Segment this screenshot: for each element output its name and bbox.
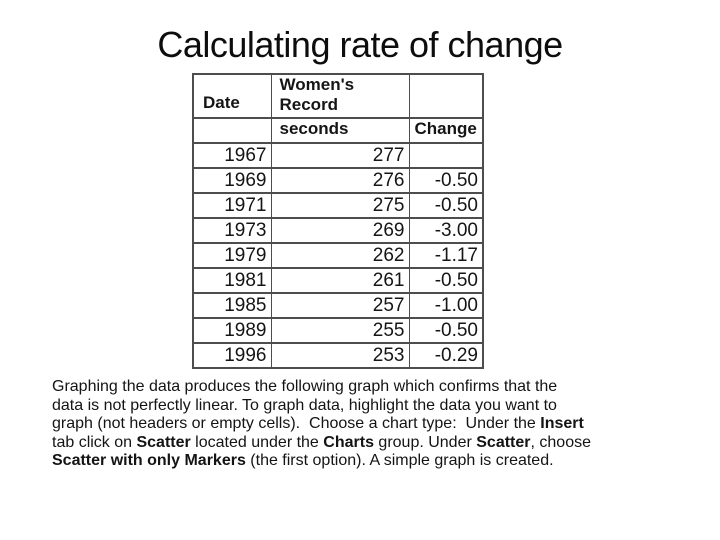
paragraph-line: graph (not headers or empty cells). Choo… xyxy=(52,415,692,434)
header-cell-change: Change xyxy=(408,117,484,144)
cell-seconds: 262 xyxy=(270,242,410,269)
cell-change: -0.50 xyxy=(408,192,484,219)
cell-seconds: 257 xyxy=(270,292,410,319)
text: data is not perfectly linear. To graph d… xyxy=(52,396,557,414)
table-row: 1973 269 -3.00 xyxy=(192,217,484,244)
cell-change: -0.50 xyxy=(408,317,484,344)
table-row: 1989 255 -0.50 xyxy=(192,317,484,344)
header-record-line1: Women's xyxy=(279,75,355,94)
bold-text: Insert xyxy=(540,415,584,432)
table-row: 1996 253 -0.29 xyxy=(192,342,484,369)
text: graph (not headers or empty cells). Choo… xyxy=(52,415,541,432)
cell-change: -0.29 xyxy=(408,342,484,369)
table-row: 1967 277 xyxy=(192,142,484,169)
paragraph-line: Scatter with only Markers (the first opt… xyxy=(52,452,692,471)
table-row: 1985 257 -1.00 xyxy=(192,292,484,319)
text: (the first option). A simple graph is cr… xyxy=(245,452,554,469)
cell-change: -0.50 xyxy=(408,267,484,294)
text: , choose xyxy=(530,433,591,451)
table-row: 1969 276 -0.50 xyxy=(192,167,484,194)
cell-change: -1.00 xyxy=(408,292,484,319)
table-header-row-1: Date Women's Record xyxy=(192,73,484,119)
table-header-row-2: seconds Change xyxy=(192,117,484,144)
bold-text: Scatter with only Markers xyxy=(52,452,246,469)
cell-seconds: 255 xyxy=(270,317,410,344)
header-cell-empty-1 xyxy=(408,73,484,119)
cell-seconds: 275 xyxy=(270,192,410,219)
header-cell-empty-2 xyxy=(192,117,272,144)
table-row: 1981 261 -0.50 xyxy=(192,267,484,294)
text: Graphing the data produces the following… xyxy=(52,378,558,395)
cell-change: -0.50 xyxy=(408,167,484,194)
cell-date: 1969 xyxy=(192,167,272,194)
text: group. Under xyxy=(373,433,477,451)
cell-date: 1979 xyxy=(192,242,272,269)
header-cell-record: Women's Record xyxy=(270,73,410,119)
header-record-line2: Record xyxy=(279,95,339,114)
body-text: Graphing the data produces the following… xyxy=(52,378,692,471)
table-body: 1967 277 1969 276 -0.50 1971 275 -0.50 1973 269 -3… xyxy=(192,142,484,369)
text: tab click on xyxy=(52,433,137,451)
bold-text: Scatter xyxy=(136,433,191,451)
cell-date: 1985 xyxy=(192,292,272,319)
slide-title: Calculating rate of change xyxy=(157,24,563,65)
cell-date: 1996 xyxy=(192,342,272,369)
bold-text: Charts xyxy=(323,433,374,451)
records-table: Date Women's Record seconds Change 1967 2… xyxy=(192,73,484,369)
cell-date: 1973 xyxy=(192,217,272,244)
cell-change: -3.00 xyxy=(408,217,484,244)
cell-change: -1.17 xyxy=(408,242,484,269)
cell-seconds: 277 xyxy=(270,142,410,169)
bold-text: Scatter xyxy=(476,433,531,451)
text: located under the xyxy=(190,433,324,451)
cell-seconds: 261 xyxy=(270,267,410,294)
records-table-grid: Date Women's Record seconds Change 1967 2… xyxy=(192,73,484,369)
cell-seconds: 269 xyxy=(270,217,410,244)
header-cell-seconds: seconds xyxy=(270,117,410,144)
cell-seconds: 276 xyxy=(270,167,410,194)
paragraph-line: Graphing the data produces the following… xyxy=(52,378,692,397)
header-cell-date: Date xyxy=(192,73,272,119)
cell-date: 1981 xyxy=(192,267,272,294)
cell-date: 1989 xyxy=(192,317,272,344)
cell-seconds: 253 xyxy=(270,342,410,369)
paragraph-line: tab click on Scatter located under the C… xyxy=(52,434,692,453)
cell-date: 1971 xyxy=(192,192,272,219)
table-row: 1979 262 -1.17 xyxy=(192,242,484,269)
cell-change xyxy=(408,142,484,169)
paragraph-line: data is not perfectly linear. To graph d… xyxy=(52,397,692,416)
cell-date: 1967 xyxy=(192,142,272,169)
table-row: 1971 275 -0.50 xyxy=(192,192,484,219)
